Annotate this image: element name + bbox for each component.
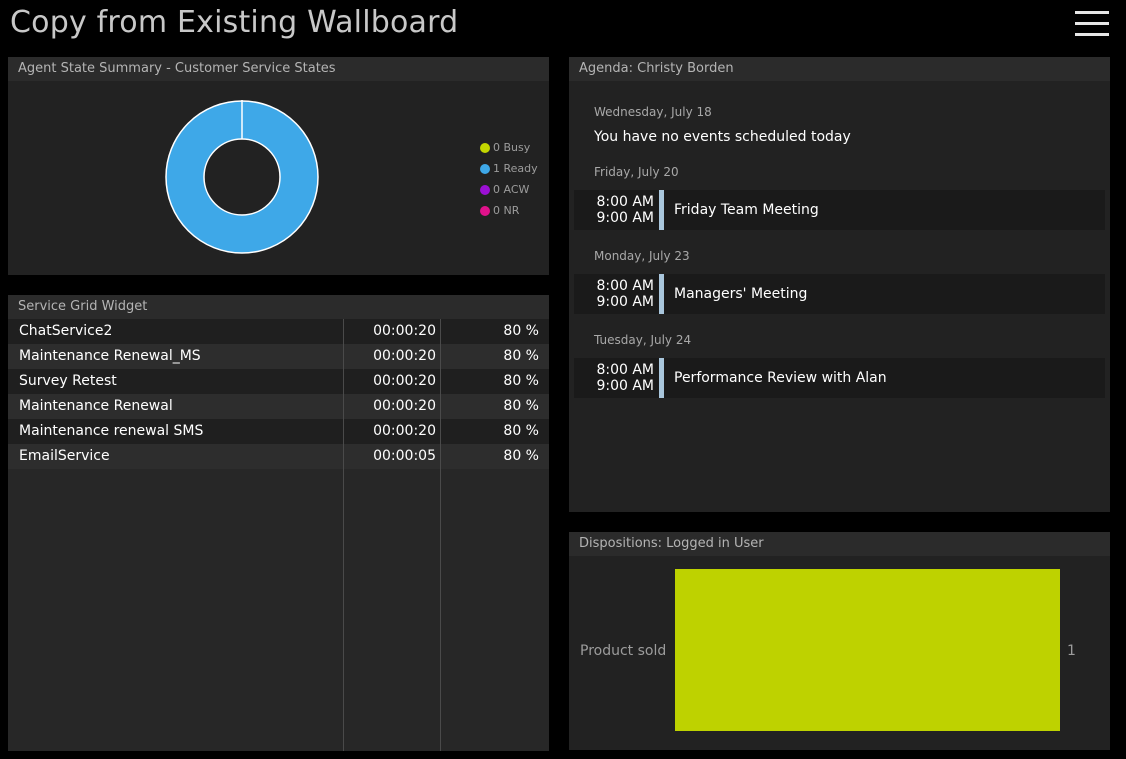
service-level-cell: 80 % [503,423,539,439]
agenda-widget: Agenda: Christy Borden Wednesday, July 1… [569,57,1110,512]
service-time-cell: 00:00:20 [373,423,436,439]
agent-state-summary-widget: Agent State Summary - Customer Service S… [8,57,549,275]
hamburger-menu-icon[interactable] [1075,11,1111,37]
service-time-cell: 00:00:20 [373,398,436,414]
event-start-time: 8:00 AM [596,362,654,378]
service-name-cell: Survey Retest [19,373,117,389]
service-name-cell: Maintenance Renewal [19,398,173,414]
table-row[interactable]: Maintenance Renewal_MS 00:00:20 80 % [8,344,549,369]
agenda-date: Tuesday, July 24 [594,333,692,347]
event-title: Performance Review with Alan [674,370,887,386]
service-time-cell: 00:00:20 [373,323,436,339]
service-level-cell: 80 % [503,323,539,339]
service-level-cell: 80 % [503,373,539,389]
donut-inner-edge [203,138,281,216]
event-end-time: 9:00 AM [596,378,654,394]
category-label: Product sold [580,643,667,659]
legend-label: 0 NR [493,204,520,217]
widget-header[interactable]: Agent State Summary - Customer Service S… [8,57,549,81]
column-divider [343,319,344,751]
legend-busy-icon [480,142,490,153]
legend-item-busy[interactable]: 0 Busy [480,137,538,158]
event-title: Managers' Meeting [674,286,808,302]
page-title: Copy from Existing Wallboard [10,5,459,40]
legend-item-ready[interactable]: 1 Ready [480,158,538,179]
service-time-cell: 00:00:20 [373,348,436,364]
menu-line [1075,22,1109,25]
agenda-date: Friday, July 20 [594,165,679,179]
agenda-empty-message: You have no events scheduled today [594,129,851,145]
service-level-cell: 80 % [503,448,539,464]
agenda-date: Monday, July 23 [594,249,690,263]
service-name-cell: EmailService [19,448,110,464]
service-grid-table: ChatService2 00:00:20 80 % Maintenance R… [8,319,549,751]
service-time-cell: 00:00:05 [373,448,436,464]
menu-line [1075,11,1109,14]
agenda-event[interactable]: 8:00 AM 9:00 AM Performance Review with … [574,358,1105,398]
event-marker [659,358,664,398]
table-row[interactable]: Survey Retest 00:00:20 80 % [8,369,549,394]
service-level-cell: 80 % [503,348,539,364]
service-grid-widget: Service Grid Widget ChatService2 00:00:2… [8,295,549,751]
service-time-cell: 00:00:20 [373,373,436,389]
service-level-cell: 80 % [503,398,539,414]
legend-nr-icon [480,205,490,216]
menu-line [1075,33,1109,36]
service-name-cell: Maintenance renewal SMS [19,423,204,439]
event-start-time: 8:00 AM [596,278,654,294]
agenda-event[interactable]: 8:00 AM 9:00 AM Friday Team Meeting [574,190,1105,230]
event-start-time: 8:00 AM [596,194,654,210]
bar-product-sold[interactable] [675,569,1060,731]
agent-state-legend: 0 Busy 1 Ready 0 ACW 0 NR [480,137,538,221]
agenda-date: Wednesday, July 18 [594,105,712,119]
service-name-cell: Maintenance Renewal_MS [19,348,201,364]
table-row[interactable]: EmailService 00:00:05 80 % [8,444,549,469]
event-end-time: 9:00 AM [596,294,654,310]
legend-acw-icon [480,184,490,195]
legend-label: 1 Ready [493,162,538,175]
legend-label: 0 ACW [493,183,530,196]
bar-value-label: 1 [1067,643,1076,659]
widget-header[interactable]: Agenda: Christy Borden [569,57,1110,81]
table-row[interactable]: ChatService2 00:00:20 80 % [8,319,549,344]
legend-item-acw[interactable]: 0 ACW [480,179,538,200]
agenda-event[interactable]: 8:00 AM 9:00 AM Managers' Meeting [574,274,1105,314]
event-end-time: 9:00 AM [596,210,654,226]
agent-state-donut-chart [165,100,319,254]
service-name-cell: ChatService2 [19,323,113,339]
event-marker [659,274,664,314]
legend-ready-icon [480,163,490,174]
event-marker [659,190,664,230]
dispositions-widget: Dispositions: Logged in User Product sol… [569,532,1110,750]
widget-header[interactable]: Service Grid Widget [8,295,549,319]
donut-outer-edge [165,100,319,254]
legend-label: 0 Busy [493,141,531,154]
table-row[interactable]: Maintenance Renewal 00:00:20 80 % [8,394,549,419]
table-row[interactable]: Maintenance renewal SMS 00:00:20 80 % [8,419,549,444]
legend-item-nr[interactable]: 0 NR [480,200,538,221]
event-title: Friday Team Meeting [674,202,819,218]
column-divider [440,319,441,751]
widget-header[interactable]: Dispositions: Logged in User [569,532,1110,556]
